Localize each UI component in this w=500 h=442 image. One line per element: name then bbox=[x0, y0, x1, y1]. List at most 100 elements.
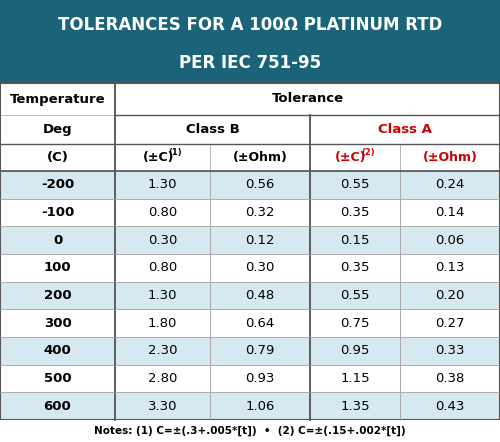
Text: 600: 600 bbox=[44, 400, 72, 413]
Bar bbox=[115, 309, 210, 337]
Bar bbox=[310, 337, 400, 365]
Text: (C): (C) bbox=[46, 151, 68, 164]
Text: (±Ohm): (±Ohm) bbox=[422, 151, 478, 164]
Bar bbox=[0, 420, 500, 442]
Text: PER IEC 751-95: PER IEC 751-95 bbox=[179, 54, 321, 72]
Bar bbox=[310, 144, 400, 171]
Bar bbox=[400, 392, 500, 420]
Text: 0.24: 0.24 bbox=[436, 178, 464, 191]
Bar bbox=[0, 365, 115, 392]
Bar bbox=[210, 144, 310, 171]
Bar bbox=[0, 144, 115, 171]
Text: Temperature: Temperature bbox=[10, 92, 106, 106]
Text: 1.30: 1.30 bbox=[148, 289, 177, 302]
Bar bbox=[310, 171, 400, 198]
Text: Class A: Class A bbox=[378, 123, 432, 136]
Bar bbox=[310, 309, 400, 337]
Bar bbox=[115, 337, 210, 365]
Text: 3.30: 3.30 bbox=[148, 400, 177, 413]
Text: 300: 300 bbox=[44, 316, 72, 330]
Bar bbox=[210, 226, 310, 254]
Bar bbox=[0, 171, 115, 198]
Bar bbox=[310, 392, 400, 420]
Bar bbox=[0, 83, 500, 420]
Bar bbox=[115, 254, 210, 282]
Text: 200: 200 bbox=[44, 289, 72, 302]
Bar bbox=[0, 226, 115, 254]
Text: (1): (1) bbox=[168, 148, 182, 157]
Bar bbox=[210, 282, 310, 309]
Text: -100: -100 bbox=[41, 206, 74, 219]
Text: 1.35: 1.35 bbox=[340, 400, 370, 413]
Text: 0.06: 0.06 bbox=[436, 234, 464, 247]
Text: (2): (2) bbox=[361, 148, 375, 157]
Text: -200: -200 bbox=[41, 178, 74, 191]
Text: 0.27: 0.27 bbox=[435, 316, 465, 330]
Text: 1.30: 1.30 bbox=[148, 178, 177, 191]
Bar bbox=[115, 365, 210, 392]
Text: 0.75: 0.75 bbox=[340, 316, 370, 330]
Text: 0.35: 0.35 bbox=[340, 261, 370, 274]
Text: 0.33: 0.33 bbox=[435, 344, 465, 357]
Bar bbox=[115, 282, 210, 309]
Text: 0.48: 0.48 bbox=[246, 289, 274, 302]
Text: 0.30: 0.30 bbox=[246, 261, 274, 274]
Bar bbox=[210, 171, 310, 198]
Text: 500: 500 bbox=[44, 372, 72, 385]
Text: 1.80: 1.80 bbox=[148, 316, 177, 330]
Bar bbox=[0, 254, 115, 282]
Text: (±Ohm): (±Ohm) bbox=[232, 151, 287, 164]
Bar bbox=[115, 392, 210, 420]
Bar bbox=[310, 254, 400, 282]
Text: (±C): (±C) bbox=[143, 151, 174, 164]
Text: 400: 400 bbox=[44, 344, 72, 357]
Text: 1.15: 1.15 bbox=[340, 372, 370, 385]
Bar bbox=[400, 337, 500, 365]
Text: 0.14: 0.14 bbox=[436, 206, 464, 219]
Bar bbox=[400, 254, 500, 282]
Text: 0.30: 0.30 bbox=[148, 234, 177, 247]
Text: Tolerance: Tolerance bbox=[272, 92, 344, 106]
Text: 2.30: 2.30 bbox=[148, 344, 177, 357]
Bar bbox=[0, 337, 115, 365]
Bar bbox=[210, 365, 310, 392]
Bar bbox=[400, 171, 500, 198]
Bar bbox=[210, 309, 310, 337]
Text: 0.80: 0.80 bbox=[148, 206, 177, 219]
Text: 1.06: 1.06 bbox=[246, 400, 274, 413]
Text: 100: 100 bbox=[44, 261, 72, 274]
Bar bbox=[400, 144, 500, 171]
Bar bbox=[400, 309, 500, 337]
Bar bbox=[310, 282, 400, 309]
Text: 0.12: 0.12 bbox=[245, 234, 275, 247]
Text: 2.80: 2.80 bbox=[148, 372, 177, 385]
Bar bbox=[210, 254, 310, 282]
Bar bbox=[115, 226, 210, 254]
Text: 0.55: 0.55 bbox=[340, 289, 370, 302]
Bar bbox=[210, 337, 310, 365]
Bar bbox=[210, 392, 310, 420]
Bar bbox=[115, 171, 210, 198]
Text: Deg: Deg bbox=[42, 123, 72, 136]
Bar bbox=[0, 83, 115, 115]
Bar bbox=[310, 365, 400, 392]
Text: 0.95: 0.95 bbox=[340, 344, 370, 357]
Text: 0.32: 0.32 bbox=[245, 206, 275, 219]
Text: TOLERANCES FOR A 100Ω PLATINUM RTD: TOLERANCES FOR A 100Ω PLATINUM RTD bbox=[58, 16, 442, 34]
Bar bbox=[0, 115, 115, 144]
Text: 0.13: 0.13 bbox=[435, 261, 465, 274]
Text: 0.38: 0.38 bbox=[436, 372, 464, 385]
Text: (±C): (±C) bbox=[335, 151, 367, 164]
Text: 0.56: 0.56 bbox=[246, 178, 274, 191]
Bar bbox=[210, 198, 310, 226]
Bar bbox=[115, 115, 310, 144]
Text: Notes: (1) C=±(.3+.005*[t])  •  (2) C=±(.15+.002*[t]): Notes: (1) C=±(.3+.005*[t]) • (2) C=±(.1… bbox=[94, 426, 406, 436]
Bar bbox=[400, 198, 500, 226]
Text: 0.43: 0.43 bbox=[436, 400, 464, 413]
Text: 0.35: 0.35 bbox=[340, 206, 370, 219]
Text: 0.55: 0.55 bbox=[340, 178, 370, 191]
Bar bbox=[0, 198, 115, 226]
Bar bbox=[115, 83, 500, 115]
Text: 0.93: 0.93 bbox=[246, 372, 274, 385]
Text: 0.20: 0.20 bbox=[436, 289, 464, 302]
